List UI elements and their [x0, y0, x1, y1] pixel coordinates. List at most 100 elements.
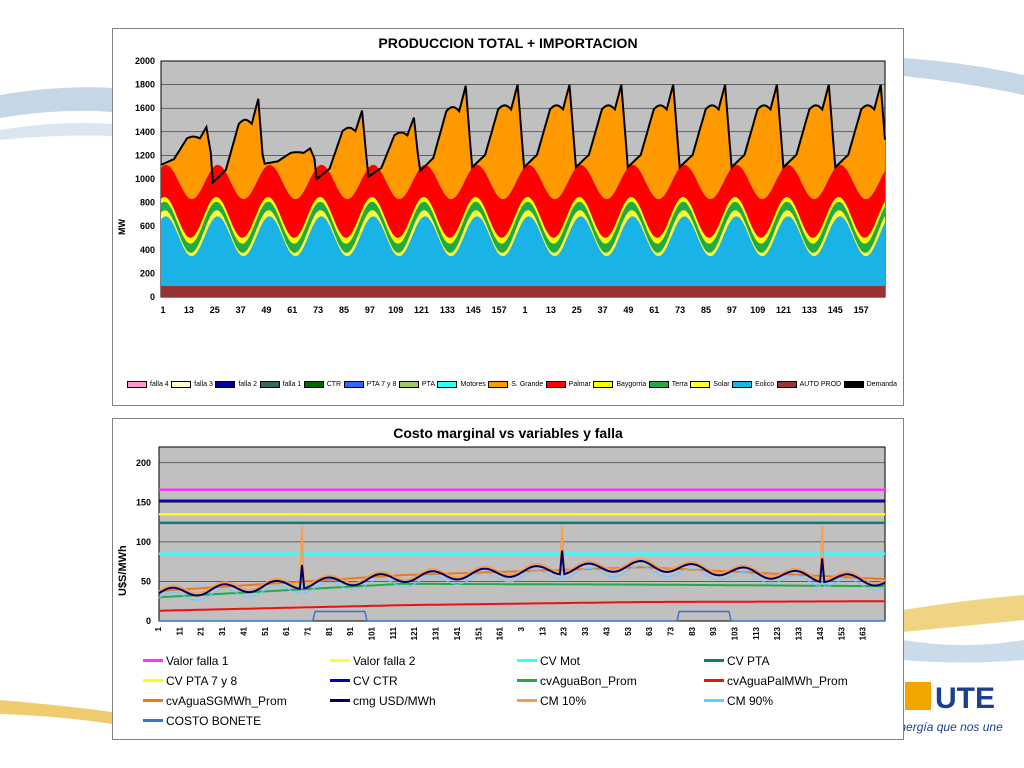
legend-label: falla 3: [194, 381, 213, 388]
x-tick-label: 153: [837, 626, 846, 640]
legend-swatch: [517, 679, 537, 682]
legend-item: cvAguaSGMWh_Prom: [143, 691, 330, 710]
y-tick-label: 1600: [135, 103, 155, 113]
legend-label: COSTO BONETE: [166, 713, 262, 728]
legend-item: Palmar: [545, 381, 591, 388]
x-tick-label: 61: [649, 305, 659, 315]
legend-swatch: [143, 659, 163, 662]
legend-label: CV Mot: [540, 653, 581, 668]
area-s-grande: [161, 84, 885, 200]
legend-label: cvAguaBon_Prom: [540, 673, 637, 688]
legend-label: Valor falla 1: [166, 653, 229, 668]
x-tick-label: 25: [210, 305, 220, 315]
x-tick-label: 85: [339, 305, 349, 315]
x-tick-label: 143: [816, 626, 825, 640]
legend-label: CV PTA 7 y 8: [166, 673, 238, 688]
x-tick-label: 3: [517, 626, 526, 631]
legend-item: CTR: [303, 381, 342, 388]
x-tick-label: 51: [261, 626, 270, 635]
legend-label: CTR: [326, 381, 342, 388]
legend-label: S. Grande: [511, 381, 544, 388]
line-cmg-usd-mwh: [158, 550, 886, 597]
x-tick-label: 1: [160, 305, 165, 315]
legend-item: cvAguaBon_Prom: [517, 671, 704, 690]
y-tick-label: 400: [140, 245, 155, 255]
y-tick-label: 1200: [135, 150, 155, 160]
legend-item: PTA 7 y 8: [343, 381, 397, 388]
x-tick-label: 103: [731, 626, 740, 640]
legend-swatch: [517, 659, 537, 662]
x-tick-label: 93: [709, 626, 718, 635]
legend-item: falla 3: [171, 381, 213, 388]
legend-swatch: [303, 381, 324, 388]
x-tick-label: 13: [538, 626, 547, 635]
production-chart-panel: PRODUCCION TOTAL + IMPORTACION 0 200 400 60…: [112, 28, 904, 406]
x-tick-label: 109: [750, 305, 765, 315]
x-tick-label: 83: [688, 626, 697, 635]
legend-swatch: [732, 381, 753, 388]
legend-item: falla 4: [127, 381, 169, 388]
x-tick-label: 61: [282, 626, 291, 635]
legend-item: CM 90%: [704, 691, 891, 710]
x-tick-label: 13: [546, 305, 556, 315]
legend-item: CV Mot: [517, 651, 704, 670]
legend-swatch: [127, 381, 147, 388]
x-tick-label: 97: [365, 305, 375, 315]
legend-label: cvAguaSGMWh_Prom: [166, 693, 287, 708]
ute-logo: UTE: [905, 680, 1017, 715]
legend-label: PTA 7 y 8: [366, 381, 397, 388]
y-tick-label: 150: [136, 497, 151, 507]
y-tick-label: 800: [140, 198, 155, 208]
y-tick-label: 200: [136, 458, 151, 468]
line-cm-90-: [158, 555, 886, 601]
legend-swatch: [143, 699, 163, 702]
production-legend: falla 4 falla 3 falla 2 falla 1 CTR PTA 7 y 8…: [127, 381, 897, 388]
legend-swatch: [704, 699, 724, 702]
x-tick-label: 101: [368, 626, 377, 640]
legend-item: Terra: [648, 381, 688, 388]
area-baygorria: [161, 197, 885, 244]
x-tick-label: 145: [828, 305, 843, 315]
legend-label: falla 1: [282, 381, 302, 388]
tagline: La energía que nos une: [876, 720, 1003, 734]
x-tick-label: 163: [859, 626, 868, 640]
line-costo-bonete: [159, 610, 885, 622]
y-tick-label: 1800: [135, 80, 155, 90]
legend-item: COSTO BONETE: [143, 711, 330, 730]
x-tick-label: 13: [184, 305, 194, 315]
production-y-axis-label: MW: [117, 219, 127, 235]
legend-swatch: [259, 381, 280, 388]
x-tick-label: 91: [346, 626, 355, 635]
marginal-cost-y-axis-label: U$S/MWh: [117, 545, 129, 596]
x-tick-label: 53: [624, 626, 633, 635]
legend-item: cmg USD/MWh: [330, 691, 517, 710]
background-swoosh-left: [0, 87, 112, 724]
legend-label: falla 4: [150, 381, 169, 388]
y-tick-label: 50: [141, 576, 151, 586]
x-tick-label: 37: [236, 305, 246, 315]
x-tick-label: 109: [388, 305, 403, 315]
y-tick-label: 2000: [135, 56, 155, 66]
legend-swatch: [517, 699, 537, 702]
legend-item: falla 1: [259, 381, 302, 388]
legend-swatch: [330, 659, 350, 662]
legend-item: CV PTA 7 y 8: [143, 671, 330, 690]
x-tick-label: 121: [776, 305, 791, 315]
x-tick-label: 121: [410, 626, 419, 640]
background-swoosh-right: [903, 58, 1024, 663]
legend-label: CM 10%: [540, 693, 587, 708]
legend-label: CM 90%: [727, 693, 774, 708]
x-tick-label: 113: [752, 626, 761, 639]
x-tick-label: 85: [701, 305, 711, 315]
legend-swatch: [690, 381, 711, 388]
line-cvaguabon-prom: [158, 582, 885, 599]
legend-item: CM 10%: [517, 691, 704, 710]
x-tick-label: 41: [239, 626, 248, 635]
area-eolico: [161, 216, 885, 286]
x-tick-label: 25: [572, 305, 582, 315]
legend-swatch: [437, 381, 458, 388]
x-tick-label: 23: [560, 626, 569, 635]
x-tick-label: 11: [175, 626, 184, 635]
legend-swatch: [143, 679, 163, 682]
